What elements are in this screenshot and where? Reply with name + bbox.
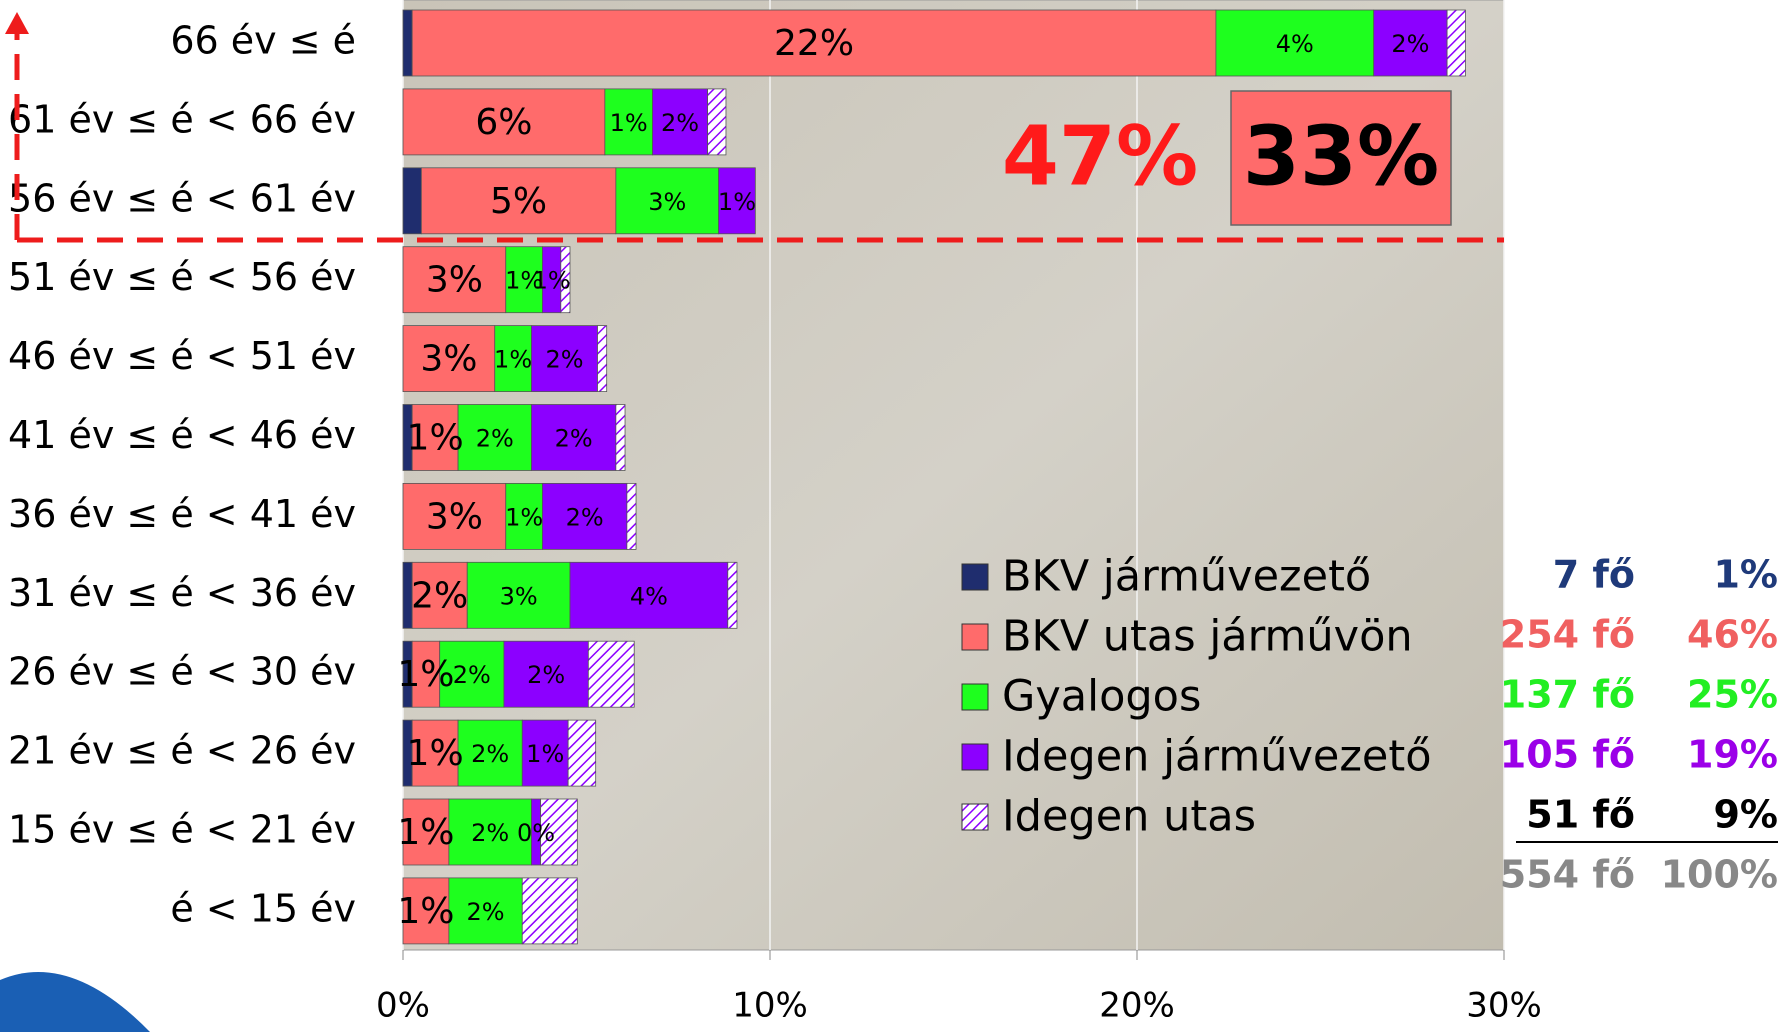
summary-count: 554 fő bbox=[1500, 853, 1635, 897]
y-tick-label: 66 év ≤ é bbox=[170, 19, 356, 63]
x-tick-label: 0% bbox=[376, 986, 430, 1026]
value-label: 1% bbox=[397, 654, 454, 695]
bar-segment bbox=[1447, 10, 1465, 76]
summary-share: 100% bbox=[1661, 853, 1778, 897]
legend-swatch bbox=[962, 564, 988, 590]
value-label: 3% bbox=[420, 339, 477, 380]
legend-swatch bbox=[962, 624, 988, 650]
bar-segment bbox=[522, 878, 577, 944]
annotation: 33% bbox=[1243, 109, 1439, 204]
legend-label: Idegen utas bbox=[1002, 792, 1256, 842]
value-label: 1% bbox=[397, 812, 454, 853]
summary-count: 51 fő bbox=[1526, 793, 1635, 837]
summary-count: 105 fő bbox=[1500, 733, 1635, 777]
summary-share: 9% bbox=[1713, 793, 1778, 837]
bar-segment bbox=[403, 168, 421, 234]
value-label: 2% bbox=[555, 425, 593, 453]
value-label: 3% bbox=[500, 582, 538, 610]
bar-segment bbox=[616, 405, 625, 471]
bar-segment bbox=[627, 483, 636, 549]
legend-swatch bbox=[962, 804, 988, 830]
value-label: 2% bbox=[471, 740, 509, 768]
value-label: 2% bbox=[661, 109, 699, 137]
y-tick-label: 51 év ≤ é < 56 év bbox=[8, 255, 356, 299]
value-label: 1% bbox=[533, 267, 571, 295]
bar-segment bbox=[568, 720, 596, 786]
value-label: 1% bbox=[407, 418, 464, 459]
value-label: 2% bbox=[476, 425, 514, 453]
y-tick-label: 56 év ≤ é < 61 év bbox=[8, 176, 356, 220]
value-label: 4% bbox=[1276, 30, 1314, 58]
value-label: 2% bbox=[545, 346, 583, 374]
y-tick-label: 61 év ≤ é < 66 év bbox=[8, 97, 356, 141]
value-label: 1% bbox=[610, 109, 648, 137]
value-label: 3% bbox=[426, 260, 483, 301]
bar-segment bbox=[403, 10, 412, 76]
x-tick-label: 30% bbox=[1466, 986, 1542, 1026]
y-tick-label: 21 év ≤ é < 26 év bbox=[8, 729, 356, 773]
value-label: 2% bbox=[1391, 30, 1429, 58]
value-label: 1% bbox=[718, 188, 756, 216]
value-label: 2% bbox=[566, 503, 604, 531]
page: 0% 10% 20% 30% 66 év ≤ é 22% 4% 2% 61 év ≤ é < 6… bbox=[0, 0, 1785, 1032]
value-label: 2% bbox=[453, 661, 491, 689]
legend-label: Gyalogos bbox=[1002, 672, 1201, 722]
value-label: 2% bbox=[411, 575, 468, 616]
legend-label: BKV járművezető bbox=[1002, 552, 1371, 602]
summary-count: 254 fő bbox=[1500, 613, 1635, 657]
value-label: 1% bbox=[526, 740, 564, 768]
legend-swatch bbox=[962, 684, 988, 710]
value-label: 4% bbox=[630, 582, 668, 610]
value-label: 2% bbox=[467, 898, 505, 926]
y-tick-label: 46 év ≤ é < 51 év bbox=[8, 334, 356, 378]
arrow-head bbox=[5, 12, 29, 34]
y-tick-label: é < 15 év bbox=[170, 886, 356, 930]
x-tick-label: 20% bbox=[1099, 986, 1175, 1026]
value-label: 1% bbox=[505, 503, 543, 531]
summary-count: 137 fő bbox=[1500, 673, 1635, 717]
chart: 0% 10% 20% 30% 66 év ≤ é 22% 4% 2% 61 év ≤ é < 6… bbox=[0, 0, 1785, 1032]
value-label: 6% bbox=[475, 102, 532, 143]
value-label: 2% bbox=[527, 661, 565, 689]
value-label: 1% bbox=[407, 733, 464, 774]
x-tick-label: 10% bbox=[732, 986, 808, 1026]
value-label: 3% bbox=[648, 188, 686, 216]
summary-count: 7 fő bbox=[1553, 553, 1635, 597]
bar-segment bbox=[708, 89, 726, 155]
y-tick-label: 15 év ≤ é < 21 év bbox=[8, 808, 356, 852]
y-tick-label: 36 év ≤ é < 41 év bbox=[8, 492, 356, 536]
value-label: 0% bbox=[517, 819, 555, 847]
value-label: 2% bbox=[471, 819, 509, 847]
summary-share: 46% bbox=[1687, 613, 1778, 657]
y-tick-label: 26 év ≤ é < 30 év bbox=[8, 650, 356, 694]
y-tick-label: 31 év ≤ é < 36 év bbox=[8, 571, 356, 615]
value-label: 22% bbox=[774, 23, 854, 64]
bar-segment bbox=[588, 641, 634, 707]
y-tick-label: 41 év ≤ é < 46 év bbox=[8, 413, 356, 457]
logo-swoosh bbox=[0, 972, 150, 1032]
legend-swatch bbox=[962, 744, 988, 770]
legend-label: BKV utas járművön bbox=[1002, 612, 1413, 662]
value-label: 5% bbox=[490, 181, 547, 222]
value-label: 1% bbox=[494, 346, 532, 374]
bar-segment bbox=[598, 326, 607, 392]
value-label: 1% bbox=[397, 891, 454, 932]
value-label: 3% bbox=[426, 496, 483, 537]
bar-segment bbox=[728, 562, 737, 628]
legend-label: Idegen járművezető bbox=[1002, 732, 1432, 782]
annotation: 47% bbox=[1002, 109, 1198, 204]
summary-share: 25% bbox=[1687, 673, 1778, 717]
summary-share: 19% bbox=[1687, 733, 1778, 777]
summary-share: 1% bbox=[1713, 553, 1778, 597]
